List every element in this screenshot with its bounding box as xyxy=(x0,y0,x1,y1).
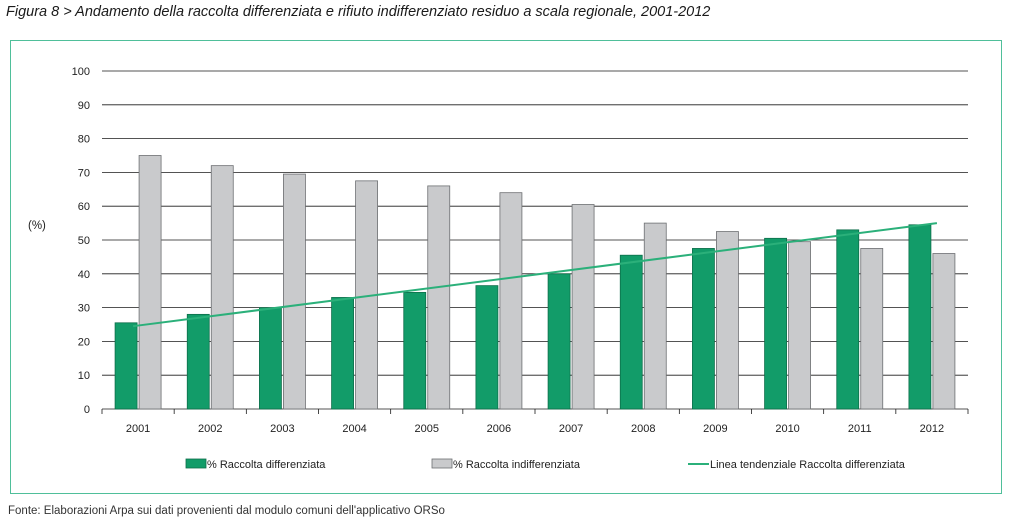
bar-differenziata xyxy=(836,229,860,410)
bar-differenziata xyxy=(692,248,715,410)
bar-indifferenziata xyxy=(427,185,451,410)
bar-differenziata xyxy=(259,307,282,410)
y-tick-label: 20 xyxy=(78,336,90,348)
legend-trendline-label: Linea tendenziale Raccolta differenziata xyxy=(710,459,906,471)
y-tick-label: 10 xyxy=(78,370,90,382)
bar-indifferenziata xyxy=(571,204,595,410)
y-axis-label: (%) xyxy=(28,220,46,232)
x-tick-label: 2004 xyxy=(342,423,366,435)
y-tick-label: 90 xyxy=(78,100,90,112)
y-tick-label: 50 xyxy=(78,235,90,247)
bar-differenziata xyxy=(114,322,138,410)
bar-differenziata xyxy=(547,273,571,410)
y-tick-label: 70 xyxy=(78,167,90,179)
bar-differenziata xyxy=(619,254,643,410)
x-tick-label: 2006 xyxy=(487,423,511,435)
bar-differenziata xyxy=(403,291,427,410)
chart-frame xyxy=(10,40,1002,494)
trendline xyxy=(132,222,938,328)
x-tick-label: 2001 xyxy=(126,423,150,435)
x-tick-label: 2011 xyxy=(848,423,872,435)
bar-indifferenziata xyxy=(860,248,884,410)
x-tick-label: 2008 xyxy=(631,423,655,435)
legend-indifferenziata-swatch xyxy=(431,458,453,469)
y-tick-label: 30 xyxy=(78,303,90,315)
x-tick-label: 2002 xyxy=(198,423,222,435)
bar-indifferenziata xyxy=(788,241,811,410)
x-tick-label: 2009 xyxy=(703,423,727,435)
bar-indifferenziata xyxy=(138,155,162,410)
bar-differenziata xyxy=(331,297,354,410)
x-tick-label: 2012 xyxy=(920,423,944,435)
bar-differenziata xyxy=(764,237,787,410)
legend-differenziata-swatch xyxy=(185,458,207,469)
y-tick-label: 40 xyxy=(78,269,90,281)
bar-indifferenziata xyxy=(643,222,667,410)
y-tick-label: 100 xyxy=(72,66,90,78)
source-note: Fonte: Elaborazioni Arpa sui dati proven… xyxy=(8,505,445,517)
bar-indifferenziata xyxy=(499,192,523,410)
bar-indifferenziata xyxy=(716,231,739,410)
y-tick-label: 80 xyxy=(78,134,90,146)
x-tick-label: 2003 xyxy=(270,423,294,435)
bar-differenziata xyxy=(186,313,210,410)
bar-differenziata xyxy=(475,285,499,410)
x-tick-label: 2010 xyxy=(775,423,799,435)
x-tick-label: 2005 xyxy=(415,423,439,435)
bar-indifferenziata xyxy=(283,173,306,410)
figure-title: Figura 8 > Andamento della raccolta diff… xyxy=(6,4,711,20)
x-tick-label: 2007 xyxy=(559,423,583,435)
bar-differenziata xyxy=(908,224,932,410)
bar-indifferenziata xyxy=(210,165,234,410)
bar-indifferenziata xyxy=(932,253,956,410)
legend-differenziata-label: % Raccolta differenziata xyxy=(207,459,326,471)
y-tick-label: 60 xyxy=(78,201,90,213)
legend-indifferenziata-label: % Raccolta indifferenziata xyxy=(453,459,581,471)
y-tick-label: 0 xyxy=(84,404,90,416)
